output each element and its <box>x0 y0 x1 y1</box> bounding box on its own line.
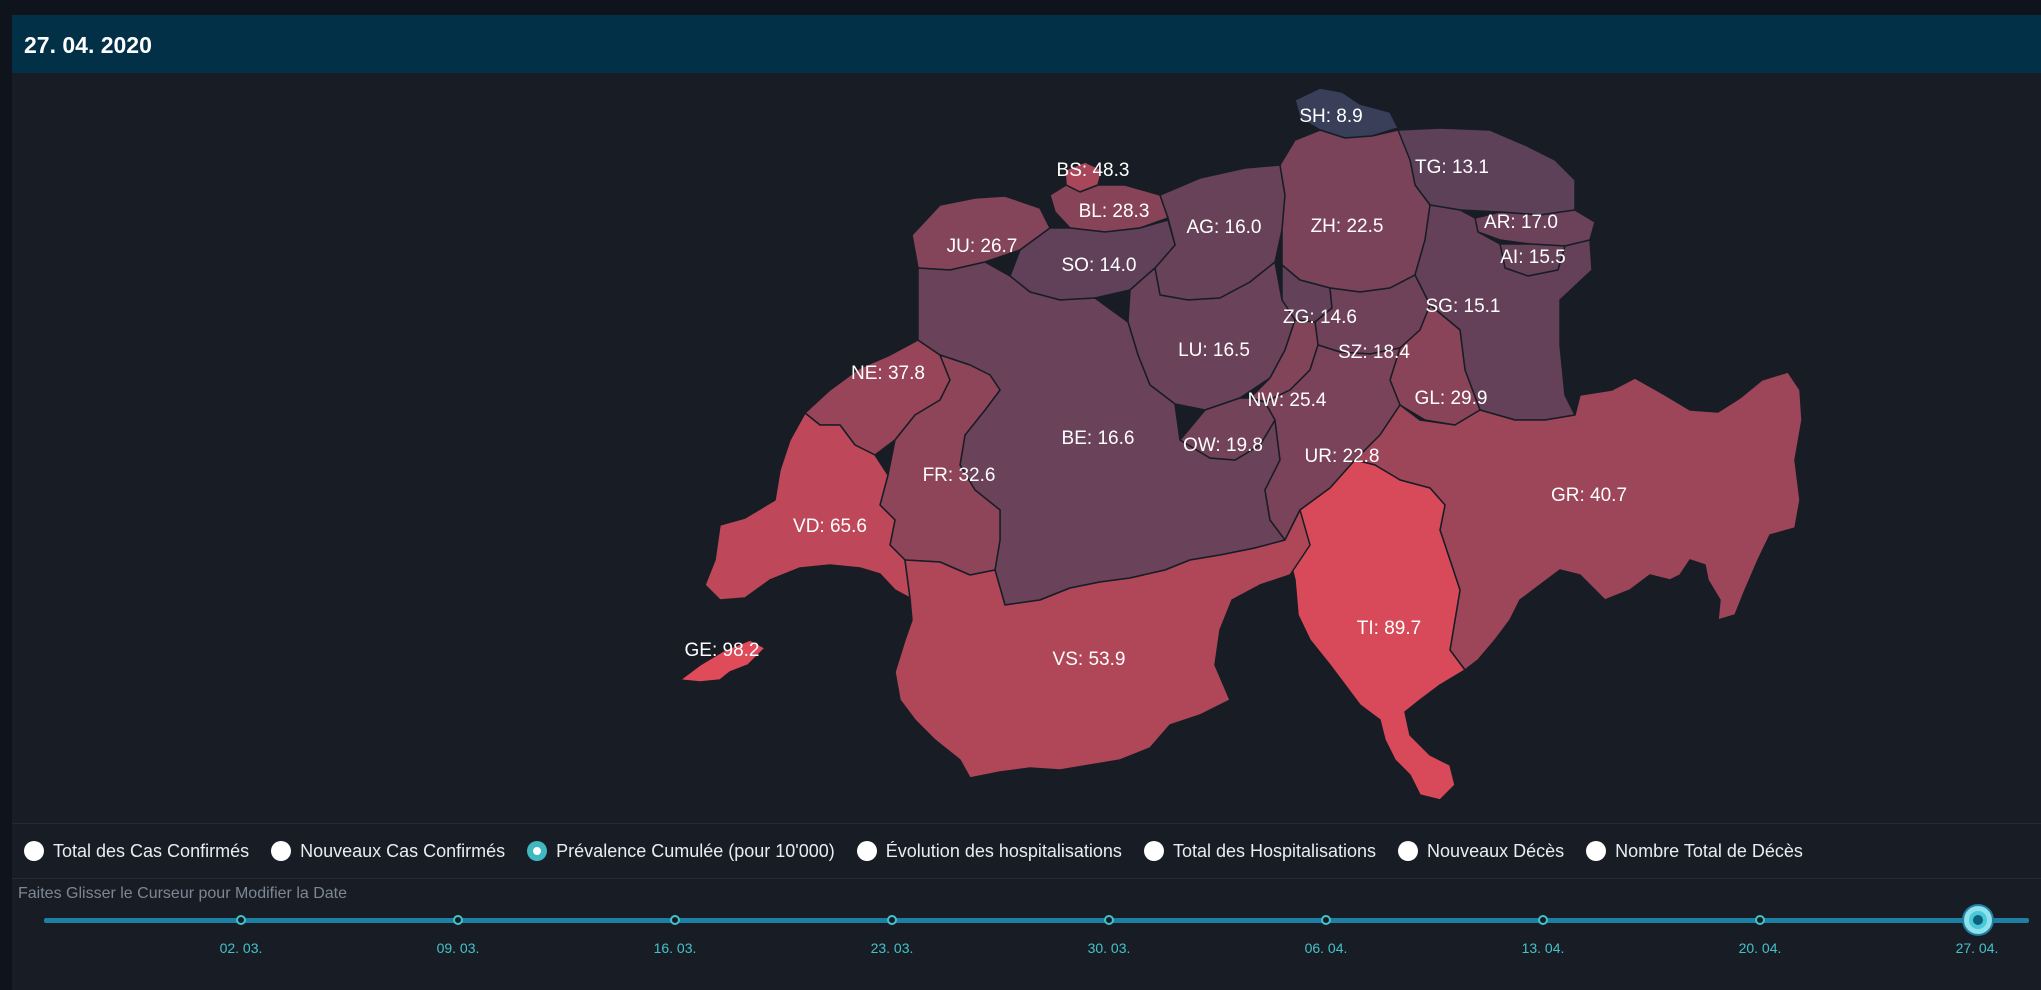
slider-tick[interactable] <box>453 915 463 925</box>
radio-button[interactable] <box>271 841 292 861</box>
slider-tick[interactable] <box>1755 915 1765 925</box>
radio-label: Nouveaux Décès <box>1427 840 1565 861</box>
radio-cumulative-prevalence[interactable]: Prévalence Cumulée (pour 10'000) <box>527 841 835 862</box>
slider-tick-label: 16. 03. <box>653 940 697 956</box>
canton-label-sz: SZ: 18.4 <box>1338 342 1410 363</box>
metric-selector: Total des Cas Confirmés Nouveaux Cas Con… <box>12 823 2041 879</box>
canton-label-gl: GL: 29.9 <box>1415 388 1488 409</box>
slider-tick-label: 23. 03. <box>870 940 914 956</box>
slider-tick[interactable] <box>236 915 246 925</box>
radio-total-deaths[interactable]: Nombre Total de Décès <box>1586 841 1803 862</box>
radio-button[interactable] <box>1586 841 1607 861</box>
header-bar: 27. 04. 2020 <box>12 15 2041 73</box>
canton-label-tg: TG: 13.1 <box>1415 157 1489 178</box>
canton-label-zg: ZG: 14.6 <box>1283 307 1357 328</box>
slider-tick-label: 20. 04. <box>1738 940 1782 956</box>
radio-label: Nombre Total de Décès <box>1615 840 1803 861</box>
radio-button[interactable] <box>1143 841 1164 861</box>
canton-zh[interactable] <box>1279 129 1431 293</box>
slider-tick[interactable] <box>1321 915 1331 925</box>
canton-sh[interactable] <box>1294 87 1399 139</box>
radio-label: Nouveaux Cas Confirmés <box>300 840 506 861</box>
canton-label-ti: TI: 89.7 <box>1357 618 1421 639</box>
canton-label-gr: GR: 40.7 <box>1551 485 1627 506</box>
canton-label-vs: VS: 53.9 <box>1053 649 1126 670</box>
canton-label-zh: ZH: 22.5 <box>1311 216 1384 237</box>
radio-total-hospitalisations[interactable]: Total des Hospitalisations <box>1143 840 1377 862</box>
canton-label-sg: SG: 15.1 <box>1426 296 1501 317</box>
canton-label-ag: AG: 16.0 <box>1187 217 1262 238</box>
date-slider-handle[interactable] <box>1964 906 1992 934</box>
slider-tick-label: 13. 04. <box>1521 940 1565 956</box>
radio-button[interactable] <box>527 841 548 861</box>
slider-tick-label: 02. 03. <box>219 940 263 956</box>
canton-label-ai: AI: 15.5 <box>1500 247 1566 268</box>
canton-label-ne: NE: 37.8 <box>851 363 925 384</box>
slider-tick[interactable] <box>1104 915 1114 925</box>
slider-instruction: Faites Glisser le Curseur pour Modifier … <box>18 885 348 902</box>
canton-label-be: BE: 16.6 <box>1062 428 1135 449</box>
canton-label-ge: GE: 98.2 <box>685 640 760 661</box>
slider-tick-label: 30. 03. <box>1087 940 1131 956</box>
slider-tick-label: 06. 04. <box>1304 940 1348 956</box>
radio-new-cases[interactable]: Nouveaux Cas Confirmés <box>271 841 505 862</box>
canton-label-bs: BS: 48.3 <box>1057 160 1130 181</box>
radio-button[interactable] <box>856 841 877 861</box>
map-panel: 27. 04. 2020 SH: 8.9 TG: 13.1 BS: 48.3 BL: … <box>12 15 2041 990</box>
radio-button[interactable] <box>1398 841 1419 861</box>
slider-tick-label: 09. 03. <box>436 940 480 956</box>
radio-total-cases[interactable]: Total des Cas Confirmés <box>24 841 249 862</box>
radio-label: Prévalence Cumulée (pour 10'000) <box>556 840 835 861</box>
switzerland-choropleth-map: SH: 8.9 TG: 13.1 BS: 48.3 BL: 28.3 AG: 16.0 Z… <box>679 87 1803 801</box>
radio-new-deaths[interactable]: Nouveaux Décès <box>1398 841 1564 862</box>
canton-label-ar: AR: 17.0 <box>1484 212 1558 233</box>
canton-label-vd: VD: 65.6 <box>793 516 867 537</box>
date-slider-track[interactable] <box>44 918 2029 923</box>
radio-button[interactable] <box>24 841 44 861</box>
canton-label-sh: SH: 8.9 <box>1299 106 1362 127</box>
slider-tick-label: 27. 04. <box>1955 940 1999 956</box>
canton-label-ow: OW: 19.8 <box>1183 435 1263 456</box>
canton-vs[interactable] <box>894 509 1311 779</box>
canton-vd[interactable] <box>704 412 911 601</box>
radio-label: Total des Cas Confirmés <box>53 840 250 861</box>
canton-label-fr: FR: 32.6 <box>923 465 996 486</box>
canton-label-ur: UR: 22.8 <box>1305 446 1380 467</box>
date-title: 27. 04. 2020 <box>24 32 152 58</box>
canton-ge[interactable] <box>679 639 766 683</box>
slider-tick[interactable] <box>1538 915 1548 925</box>
radio-hospitalisation-evolution[interactable]: Évolution des hospitalisations <box>856 840 1122 862</box>
slider-tick[interactable] <box>887 915 897 925</box>
canton-label-ju: JU: 26.7 <box>947 236 1018 257</box>
canton-label-lu: LU: 16.5 <box>1178 340 1250 361</box>
canton-ti[interactable] <box>1284 459 1466 801</box>
canton-label-nw: NW: 25.4 <box>1248 390 1327 411</box>
canton-label-so: SO: 14.0 <box>1062 255 1137 276</box>
radio-label: Évolution des hospitalisations <box>885 840 1122 861</box>
canton-label-bl: BL: 28.3 <box>1079 201 1150 222</box>
slider-tick[interactable] <box>670 915 680 925</box>
radio-label: Total des Hospitalisations <box>1172 840 1377 861</box>
